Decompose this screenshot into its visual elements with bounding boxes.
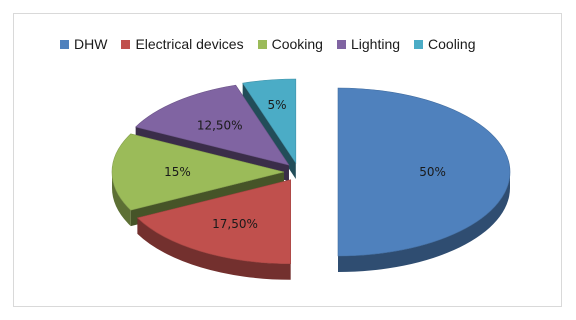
legend-swatch-lighting bbox=[336, 39, 346, 49]
pie-slice-cooking bbox=[111, 133, 285, 227]
pie-value-label-dhw: 50% bbox=[419, 165, 446, 179]
legend-item-lighting: Lighting bbox=[336, 36, 401, 52]
legend-item-cooling: Cooling bbox=[414, 36, 476, 52]
legend-label-cooling: Cooling bbox=[428, 36, 476, 52]
pie-slice-electrical-devices bbox=[136, 179, 291, 280]
pie-value-label-electrical-devices: 17,50% bbox=[212, 217, 258, 231]
legend-label-cooking: Cooking bbox=[271, 36, 323, 52]
legend-swatch-cooking bbox=[257, 39, 267, 49]
pie-slice-rim-electrical-devices bbox=[137, 217, 291, 280]
chart-legend: DHW Electrical devices Cooking Lighting … bbox=[60, 36, 476, 52]
legend-label-lighting: Lighting bbox=[350, 36, 401, 52]
legend-item-dhw: DHW bbox=[60, 36, 107, 52]
pie-slices bbox=[111, 78, 511, 280]
legend-item-cooking: Cooking bbox=[257, 36, 323, 52]
pie-slice-top-cooling bbox=[242, 78, 297, 165]
pie-slice-rim-cooking bbox=[112, 172, 131, 227]
pie-slice-dhw bbox=[337, 87, 511, 272]
pie-labels: 50% 17,50% 15% 12,50% 5% bbox=[164, 98, 446, 231]
pie-value-label-cooling: 5% bbox=[267, 98, 286, 112]
pie-slice-top-dhw bbox=[337, 87, 511, 257]
legend-label-electrical-devices: Electrical devices bbox=[135, 36, 244, 52]
pie-slice-rim-dhw bbox=[338, 172, 510, 272]
legend-swatch-electrical-devices bbox=[121, 39, 131, 49]
legend-swatch-dhw bbox=[60, 39, 69, 49]
pie-value-label-cooking: 15% bbox=[164, 165, 191, 179]
legend-item-electrical-devices: Electrical devices bbox=[121, 36, 244, 52]
pie-slice-top-lighting bbox=[135, 84, 290, 166]
legend-label-dhw: DHW bbox=[74, 36, 108, 52]
legend-swatch-cooling bbox=[414, 39, 424, 49]
pie-value-label-lighting: 12,50% bbox=[197, 119, 243, 133]
pie-slice-top-cooking bbox=[111, 133, 285, 211]
pie-slice-top-electrical-devices bbox=[136, 179, 291, 265]
